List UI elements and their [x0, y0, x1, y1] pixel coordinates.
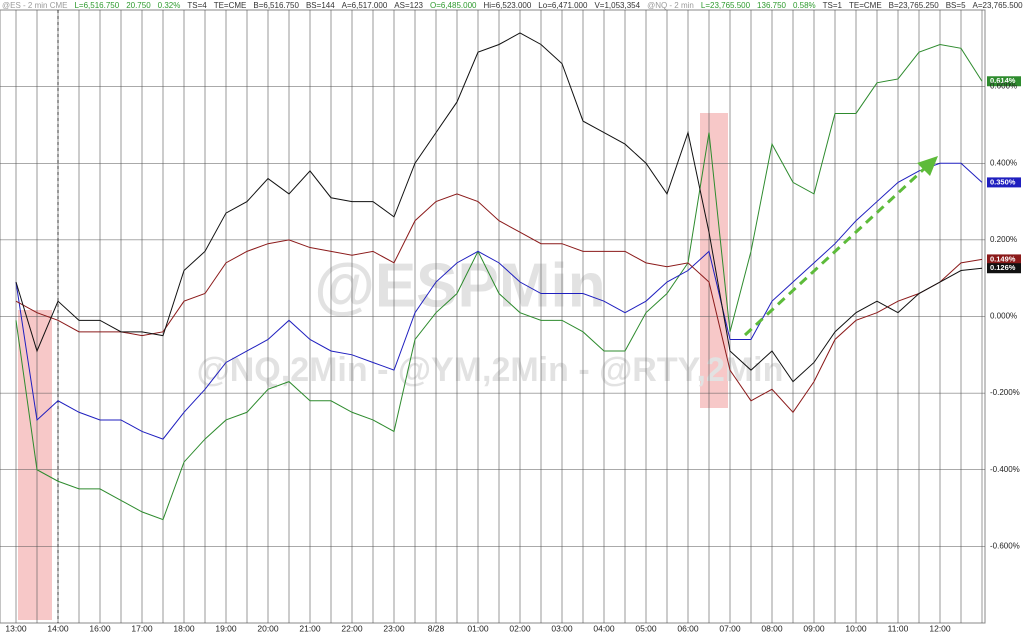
quote-field: BS=5 [945, 1, 966, 10]
y-tick-label: 0.000% [990, 312, 1017, 321]
last-value-tag [987, 76, 1021, 87]
last-value-label: 0.149% [990, 254, 1016, 263]
x-tick-label: 10:00 [845, 623, 867, 633]
quote-field: L=23,765.500 [700, 1, 751, 10]
x-tick-label: 08:00 [761, 623, 783, 633]
x-tick-label: 07:00 [719, 623, 741, 633]
quote-field: Hi=6,523.000 [483, 1, 532, 10]
quote-field: 20.750 [126, 1, 151, 10]
x-tick-label: 22:00 [341, 623, 363, 633]
quote-field: L=6,516.750 [74, 1, 120, 10]
quote-field: O=6,485.000 [429, 1, 477, 10]
last-value-tag [987, 177, 1021, 188]
highlight-box [18, 310, 52, 620]
quote-field: A=23,765.500 [972, 1, 1023, 10]
last-value-tag [987, 254, 1021, 265]
series-line [15, 43, 983, 521]
grid [0, 10, 985, 623]
quote-field: 0.58% [792, 1, 816, 10]
y-tick-label: 0.200% [990, 235, 1017, 244]
quote-field: B=6,516.750 [253, 1, 299, 10]
last-value-tag [987, 263, 1021, 274]
y-tick-label: -0.600% [990, 541, 1020, 550]
quote-field: A=6,517.000 [341, 1, 388, 10]
quote-field: TE=CME [849, 1, 882, 10]
y-tick-label: -0.200% [990, 388, 1020, 397]
quote-field: V=1,053,354 [594, 1, 641, 10]
x-tick-label: 12:00 [929, 623, 951, 633]
x-tick-label: 19:00 [215, 623, 237, 633]
quote-field: AS=123 [394, 1, 423, 10]
quote-field: @NQ - 2 min [647, 1, 694, 10]
arrow-head [917, 156, 938, 176]
x-tick-label: 05:00 [635, 623, 657, 633]
series-line [15, 162, 983, 440]
x-tick-label: 13:00 [5, 623, 27, 633]
y-tick-label: -0.400% [990, 465, 1020, 474]
x-tick-label: 06:00 [677, 623, 699, 633]
x-tick-label: 02:00 [509, 623, 531, 633]
trend-arrow [743, 166, 927, 337]
last-value-tags: 0.614% 0.350% 0.149%0.126% [987, 76, 1021, 274]
x-tick-label: 21:00 [299, 623, 321, 633]
x-tick-label: 18:00 [173, 623, 195, 633]
watermark: @NQ,2Min - @YM,2Min - @RTY,2Min [197, 351, 784, 389]
x-tick-label: 8/28 [428, 623, 445, 633]
quote-field: B=23,765.250 [888, 1, 939, 10]
y-tick-label: 0.600% [990, 82, 1017, 91]
last-value-label: 0.350% [990, 177, 1016, 186]
x-tick-label: 20:00 [257, 623, 279, 633]
x-tick-label: 16:00 [89, 623, 111, 633]
series-line [15, 32, 983, 383]
x-tick-label: 14:00 [47, 623, 69, 633]
x-tick-label: 09:00 [803, 623, 825, 633]
x-tick-label: 04:00 [593, 623, 615, 633]
quote-field: @ES - 2 min CME [2, 1, 68, 10]
quote-field: 0.32% [157, 1, 181, 10]
y-tick-label: 0.400% [990, 158, 1017, 167]
series-lines [15, 32, 983, 521]
x-tick-label: 17:00 [131, 623, 153, 633]
last-value-label: 0.614% [990, 76, 1016, 85]
quote-field: TE=CME [213, 1, 247, 10]
quote-field: 136.750 [757, 1, 786, 10]
series-line [15, 193, 983, 414]
watermark: @ESPMin [314, 251, 605, 320]
x-tick-label: 03:00 [551, 623, 573, 633]
quote-field: TS=4 [187, 1, 207, 10]
x-tick-label: 01:00 [467, 623, 489, 633]
quote-field: TS=1 [822, 1, 842, 10]
x-tick-label: 23:00 [383, 623, 405, 633]
quote-header: @ES - 2 min CME L=6,516.750 20.750 0.32% TS=… [2, 1, 1024, 10]
last-value-label: 0.126% [990, 263, 1016, 272]
x-tick-label: 11:00 [888, 623, 909, 633]
quote-field: BS=144 [305, 1, 335, 10]
quote-field: Lo=6,471.000 [538, 1, 588, 10]
